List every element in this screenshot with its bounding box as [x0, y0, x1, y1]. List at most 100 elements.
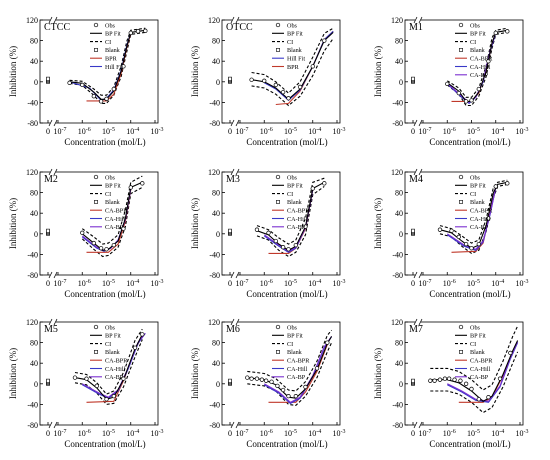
legend-label: Blank — [105, 349, 121, 356]
x-tick-base: 10 — [78, 279, 86, 288]
y-tick-label: -40 — [392, 400, 403, 409]
axis-break-mark — [413, 271, 418, 279]
x-tick-exponent: -6 — [268, 127, 273, 133]
x-tick-base: 0 — [228, 127, 232, 136]
legend-label: BP Fit — [105, 31, 121, 38]
y-tick-label: -80 — [392, 421, 403, 430]
x-tick-base: 10 — [333, 127, 341, 136]
obs-point — [297, 84, 303, 90]
x-tick-base: 10 — [308, 127, 316, 136]
obs-point — [91, 240, 96, 246]
x-tick-exponent: -3 — [159, 279, 164, 285]
legend-label: CI — [105, 39, 111, 46]
legend-label: BP Fit — [470, 31, 486, 38]
obs-point — [452, 377, 457, 382]
axis-break-gap — [415, 422, 421, 428]
x-tick-label: 10-6 — [260, 127, 273, 136]
x-tick-base: 10 — [236, 127, 244, 136]
axis-break-gap — [415, 120, 421, 126]
ci-lower-line — [69, 31, 146, 104]
legend-label: CA-BP — [470, 72, 489, 79]
axis-break-mark — [230, 318, 235, 326]
legend-label: CA-Hill — [470, 64, 491, 71]
x-tick-base: 10 — [467, 429, 475, 438]
x-tick-exponent: -5 — [475, 127, 480, 133]
x-tick-exponent: -4 — [499, 279, 504, 285]
x-tick-base: 10 — [443, 279, 451, 288]
x-tick-label: 10-6 — [260, 429, 273, 438]
legend-label: Hill Fit — [105, 64, 123, 71]
x-tick-label: 10-6 — [78, 279, 91, 288]
x-tick-exponent: -3 — [524, 429, 529, 435]
x-tick-exponent: -7 — [244, 127, 249, 133]
x-tick-exponent: -7 — [62, 429, 67, 435]
curves — [228, 329, 333, 406]
obs-point — [245, 375, 250, 380]
legend-obs-symbol — [275, 174, 281, 180]
axis-break-mark — [48, 16, 53, 24]
obs-point — [447, 376, 452, 381]
legend-label: CI — [105, 341, 111, 348]
x-tick-base: 10 — [491, 429, 499, 438]
x-tick-exponent: -7 — [427, 127, 432, 133]
x-tick-base: 10 — [284, 127, 292, 136]
y-tick-label: 120 — [26, 318, 38, 327]
plot-frame — [404, 171, 524, 276]
blank-point — [228, 378, 232, 383]
legend-label: Blank — [287, 47, 303, 54]
obs-point — [486, 216, 491, 221]
legend-label: CA-Hill — [470, 216, 491, 223]
y-tick-label: 120 — [391, 16, 403, 25]
legend-label: CI — [287, 39, 293, 46]
y-tick-label: 0 — [34, 380, 38, 389]
obs-point — [254, 227, 260, 232]
x-tick-label: 10-3 — [333, 429, 346, 438]
axis-break-mark — [230, 119, 235, 127]
x-tick-label: 10-7 — [419, 279, 432, 288]
obs-point — [458, 378, 463, 383]
obs-point — [111, 394, 116, 399]
legend-label: Obs — [105, 324, 116, 331]
panel-title: M4 — [409, 174, 423, 185]
y-tick-label: 40 — [30, 57, 38, 66]
x-tick-label: 10-6 — [260, 279, 273, 288]
y-tick-label: 80 — [30, 339, 38, 348]
axis-break-mark — [235, 318, 240, 326]
obs-point — [469, 98, 474, 103]
axis-break-gap — [415, 319, 421, 325]
x-tick-exponent: -7 — [62, 127, 67, 133]
x-tick-exponent: -7 — [427, 429, 432, 435]
x-tick-exponent: -4 — [499, 429, 504, 435]
axis-break-gap — [50, 319, 56, 325]
legend-label: CA-BPR — [105, 208, 128, 215]
obs-point — [98, 99, 104, 104]
x-tick-base: 10 — [102, 127, 110, 136]
axis-break-gap — [415, 17, 421, 23]
x-tick-label: 0 — [46, 429, 50, 438]
obs-point — [456, 90, 461, 96]
legend-label: CA-BPR — [470, 208, 493, 215]
x-tick-label: 10-6 — [443, 429, 456, 438]
x-tick-label: 10-5 — [284, 127, 297, 136]
x-tick-base: 10 — [102, 279, 110, 288]
y-tick-label: 40 — [212, 209, 220, 218]
legend-label: CA-BP — [470, 224, 489, 231]
x-tick-base: 0 — [411, 127, 415, 136]
obs-point — [135, 29, 141, 34]
x-tick-exponent: -5 — [475, 279, 480, 285]
axis-break-mark — [418, 119, 423, 127]
bp-fit-line — [256, 181, 325, 251]
legend-label: BP Fit — [105, 333, 121, 340]
ci-lower-line — [446, 31, 508, 107]
axis-break-mark — [230, 16, 235, 24]
obs-point — [497, 376, 503, 381]
legend-obs-symbol — [458, 22, 464, 28]
y-tick-label: 40 — [395, 359, 403, 368]
obs-point — [80, 82, 85, 88]
y-tick-label: 40 — [212, 359, 220, 368]
axis-break-mark — [53, 318, 58, 326]
axis-break-mark — [418, 271, 423, 279]
x-tick-base: 10 — [126, 429, 134, 438]
obs-point — [286, 394, 291, 399]
